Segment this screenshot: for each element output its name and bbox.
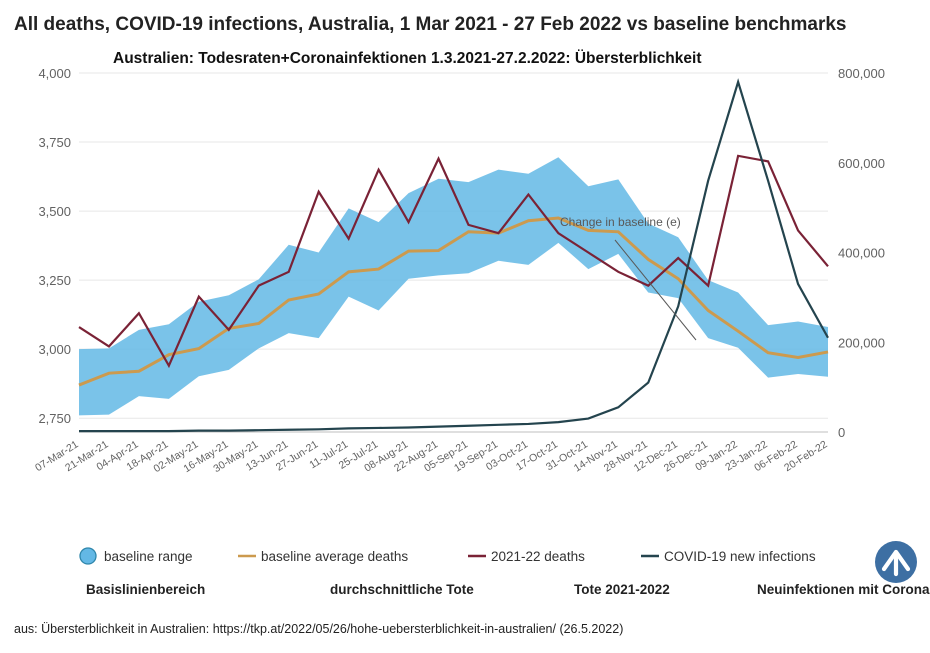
svg-text:durchschnittliche Tote: durchschnittliche Tote: [330, 582, 474, 597]
svg-text:Basislinienbereich: Basislinienbereich: [86, 582, 205, 597]
svg-text:Tote 2021-2022: Tote 2021-2022: [574, 582, 670, 597]
svg-text:2021-22 deaths: 2021-22 deaths: [491, 549, 585, 564]
svg-text:Neuinfektionen mit Corona: Neuinfektionen mit Corona: [757, 582, 930, 597]
svg-text:baseline range: baseline range: [104, 549, 193, 564]
svg-text:COVID-19 new infections: COVID-19 new infections: [664, 549, 816, 564]
svg-text:baseline average deaths: baseline average deaths: [261, 549, 408, 564]
